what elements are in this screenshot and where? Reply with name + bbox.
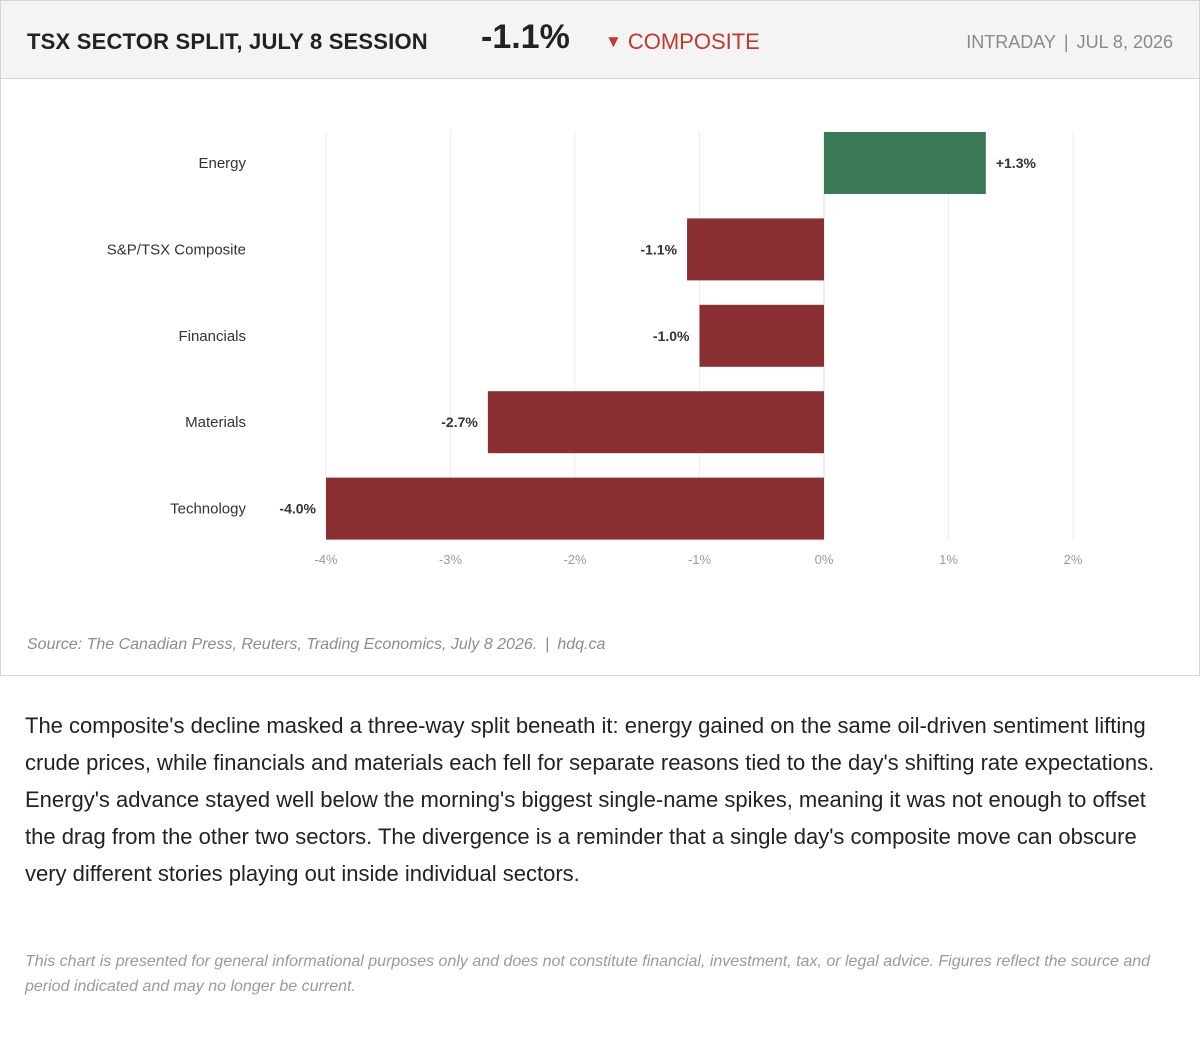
- x-tick-label: 0%: [815, 552, 834, 567]
- x-tick-label: 1%: [939, 552, 958, 567]
- header-meta: INTRADAY | JUL 8, 2026: [966, 32, 1173, 53]
- source-separator: |: [545, 636, 550, 653]
- category-label: Technology: [170, 501, 246, 518]
- bar: [487, 391, 824, 454]
- data-label: -1.0%: [653, 328, 690, 344]
- composite-indicator-label: COMPOSITE: [627, 29, 760, 54]
- source-site: hdq.ca: [557, 636, 606, 653]
- category-label: Energy: [198, 155, 246, 172]
- category-label: Materials: [185, 414, 246, 431]
- chart-header: TSX SECTOR SPLIT, JULY 8 SESSION -1.1% ▼…: [1, 1, 1199, 79]
- category-label: S&P/TSX Composite: [107, 241, 246, 258]
- down-triangle-icon: ▼: [605, 32, 622, 51]
- commentary-paragraph: The composite's decline masked a three-w…: [25, 713, 1155, 886]
- x-tick-label: -2%: [563, 552, 587, 567]
- session-date: JUL 8, 2026: [1076, 32, 1173, 52]
- x-tick-label: -4%: [314, 552, 338, 567]
- chart-title: TSX SECTOR SPLIT, JULY 8 SESSION: [27, 29, 428, 54]
- data-label: +1.3%: [996, 155, 1037, 171]
- bar: [687, 218, 824, 281]
- disclaimer-text: This chart is presented for general info…: [25, 953, 1151, 995]
- chart-card: TSX SECTOR SPLIT, JULY 8 SESSION -1.1% ▼…: [0, 0, 1200, 676]
- bar: [326, 477, 824, 540]
- x-tick-label: 2%: [1064, 552, 1083, 567]
- data-label: -4.0%: [279, 501, 316, 517]
- bar: [824, 132, 986, 194]
- data-label: -2.7%: [441, 414, 478, 430]
- meta-separator: |: [1063, 32, 1069, 52]
- composite-indicator: ▼ COMPOSITE: [605, 29, 760, 55]
- composite-change-value: -1.1%: [481, 18, 570, 56]
- bar: [699, 304, 824, 367]
- sector-bar-chart: -4% -3% -2% -1% 0% 1% 2% Energy +1.3% S&P/TSX Com…: [107, 131, 1083, 567]
- source-line: Source: The Canadian Press, Reuters, Tra…: [27, 636, 605, 654]
- data-label: -1.1%: [640, 241, 677, 257]
- category-label: Financials: [178, 328, 246, 345]
- x-tick-label: -3%: [439, 552, 463, 567]
- x-tick-label: -1%: [688, 552, 712, 567]
- session-mode: INTRADAY: [966, 32, 1056, 52]
- source-text: Source: The Canadian Press, Reuters, Tra…: [27, 636, 538, 653]
